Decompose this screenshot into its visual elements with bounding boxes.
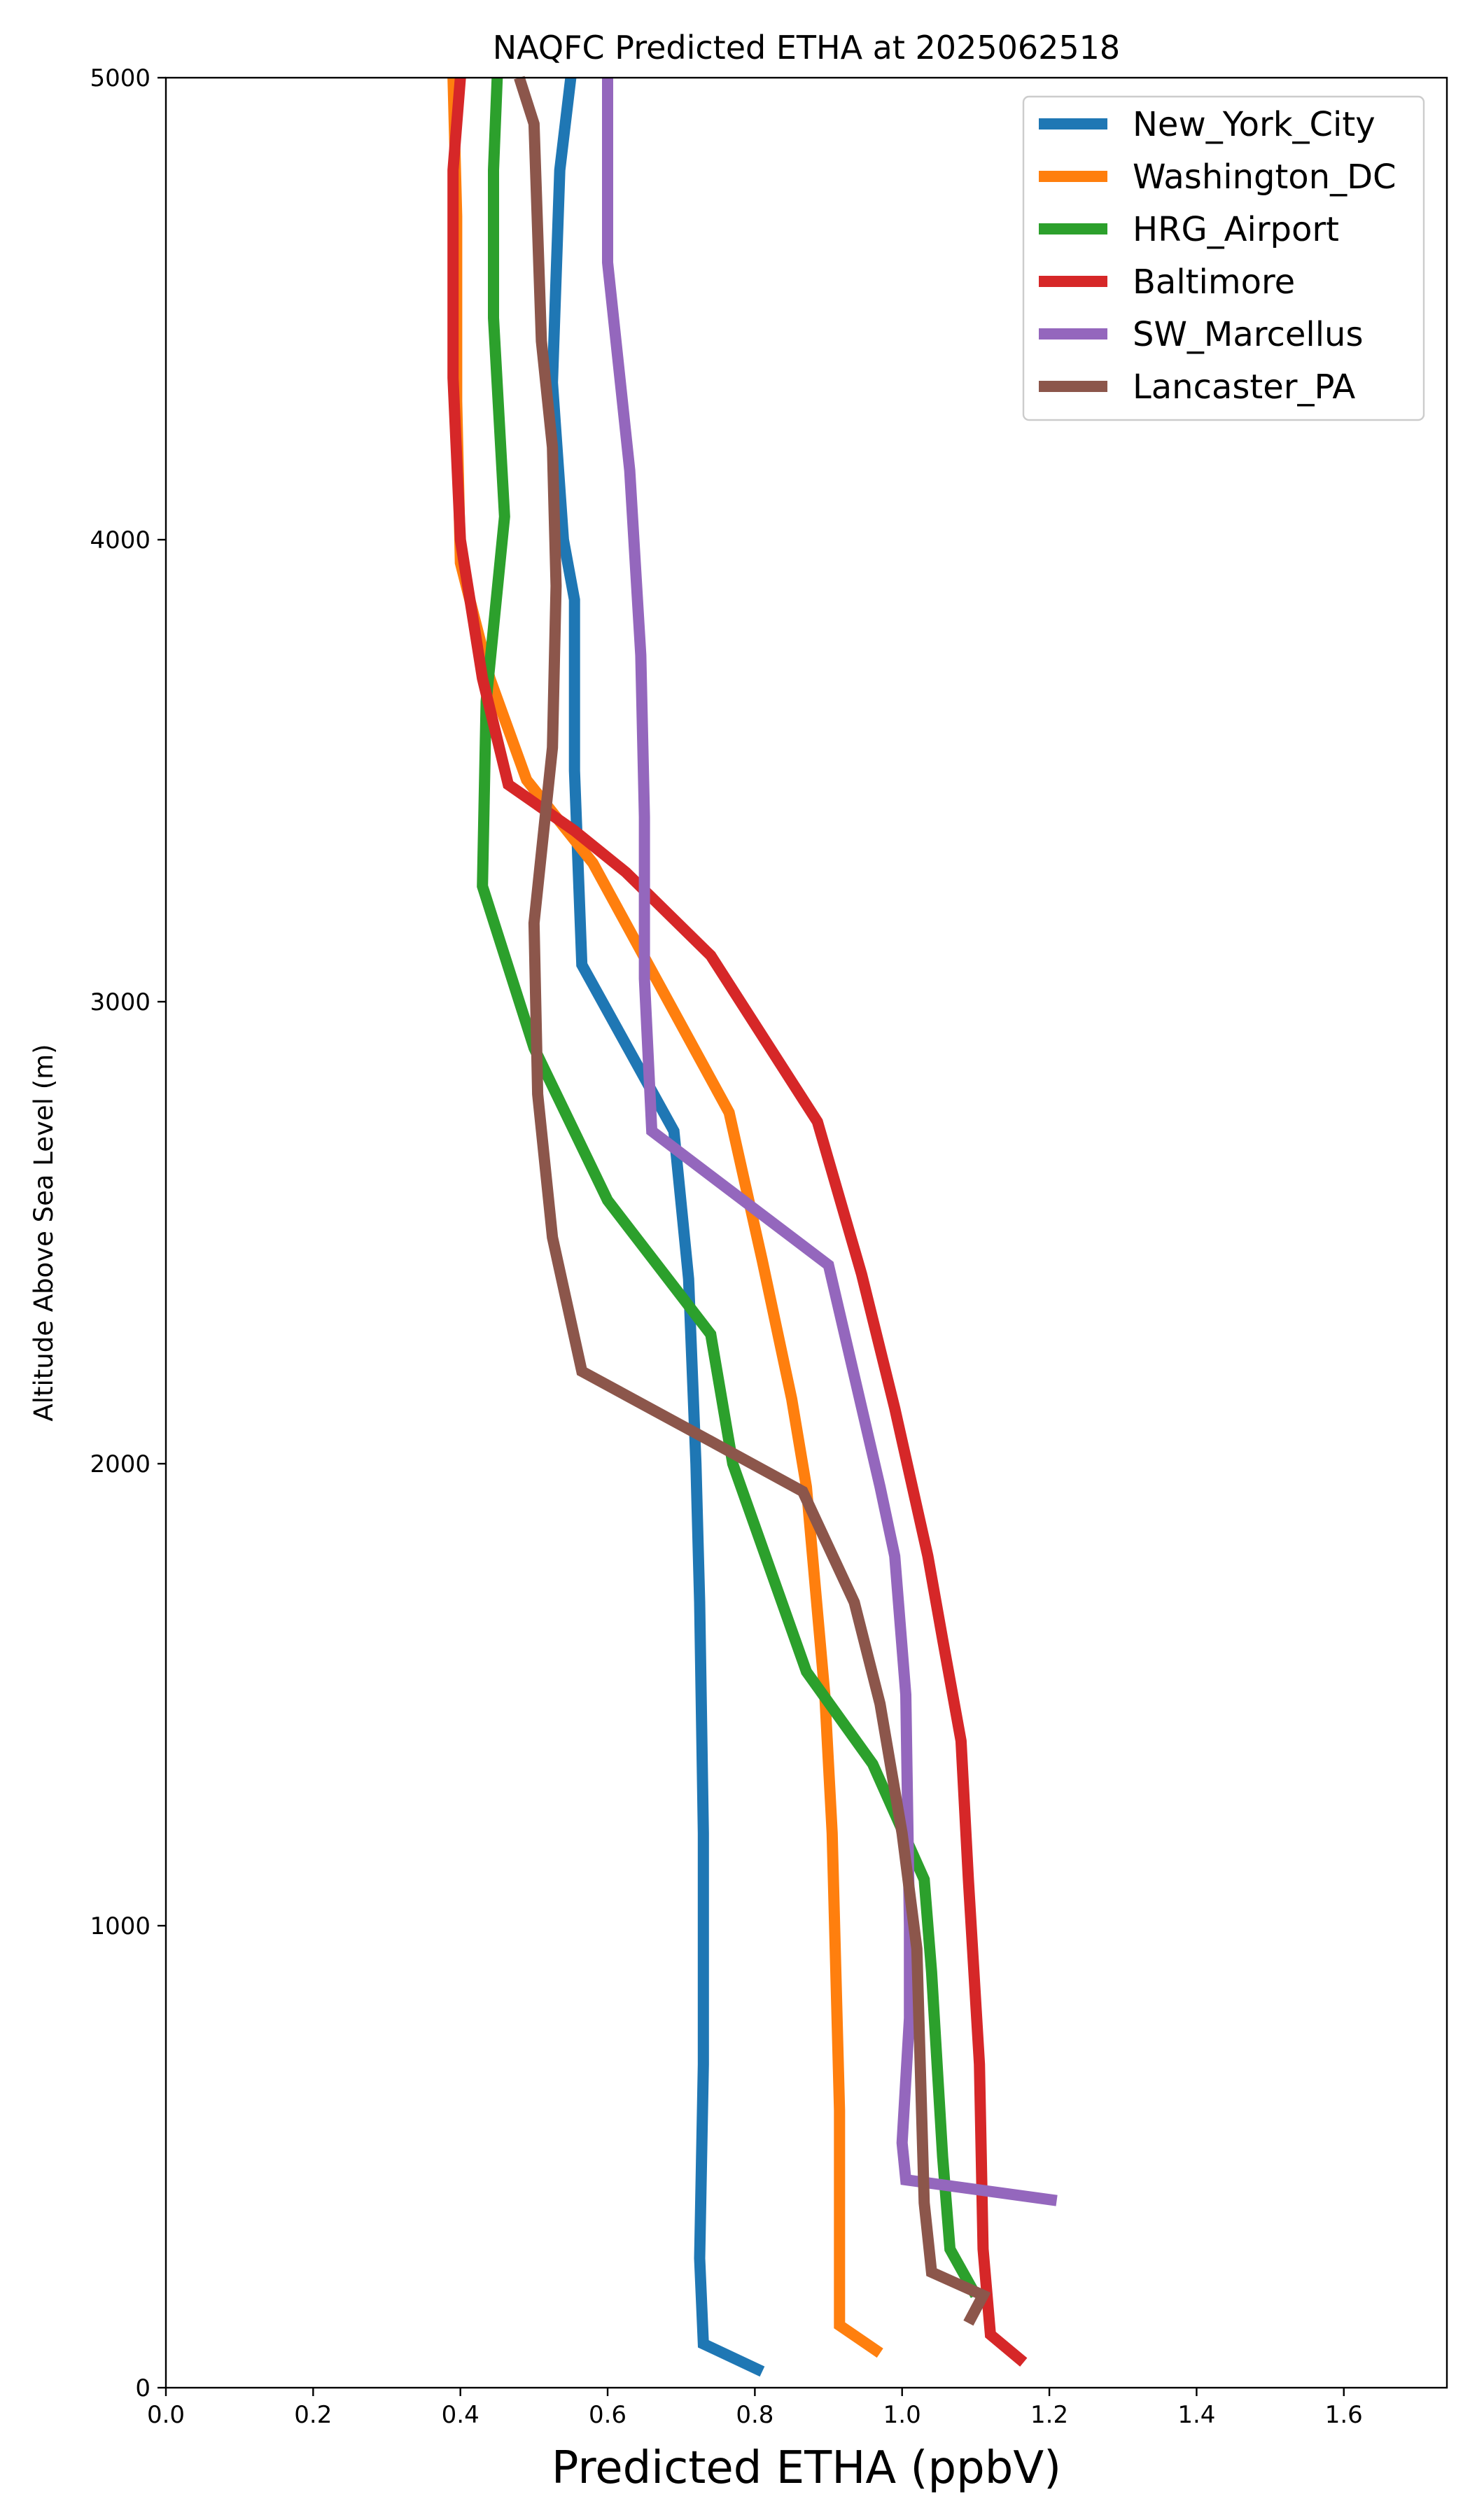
legend: New_York_City Washington_DC HRG_Airport Bal… (1022, 95, 1425, 421)
plot-series (447, 76, 1058, 2377)
legend-label: Washington_DC (1133, 158, 1396, 197)
legend-label: Lancaster_PA (1133, 368, 1355, 407)
y-tick-label: 4000 (90, 526, 150, 554)
legend-label: New_York_City (1133, 105, 1376, 144)
legend-label: HRG_Airport (1133, 210, 1339, 249)
y-tick-label: 2000 (90, 1450, 150, 1478)
y-axis-ticks: 0 1000 2000 3000 4000 5000 (90, 64, 166, 2402)
y-tick-label: 0 (135, 2374, 150, 2402)
series-line-baltimore (447, 77, 1028, 2367)
legend-entries: New_York_City Washington_DC HRG_Airport Bal… (1039, 105, 1396, 407)
x-tick-label: 1.4 (1177, 2401, 1215, 2429)
x-tick-label: 0.2 (294, 2401, 332, 2429)
x-tick-label: 1.6 (1325, 2401, 1363, 2429)
legend-box (1022, 95, 1425, 421)
x-tick-label: 0.6 (589, 2401, 626, 2429)
legend-label: SW_Marcellus (1133, 315, 1363, 354)
legend-label: Baltimore (1133, 262, 1295, 302)
x-tick-label: 1.0 (883, 2401, 921, 2429)
series-line-hrg-airport (477, 77, 981, 2298)
x-tick-label: 0.8 (736, 2401, 774, 2429)
series-line-lancaster-pa (514, 76, 991, 2326)
x-axis-label: Predicted ETHA (ppbV) (552, 2442, 1061, 2494)
y-axis-label: Altitude Above Sea Level (m) (29, 1044, 59, 1421)
y-tick-label: 1000 (90, 1912, 150, 1940)
y-tick-label: 5000 (90, 64, 150, 92)
x-axis-ticks: 0.0 0.2 0.4 0.6 0.8 1.0 1.2 1.4 1.6 (147, 2388, 1363, 2429)
x-tick-label: 0.0 (147, 2401, 185, 2429)
x-tick-label: 1.2 (1030, 2401, 1068, 2429)
plot-frame (164, 76, 1448, 2389)
chart-title: NAQFC Predicted ETHA at 2025062518 (493, 29, 1120, 66)
series-line-sw-marcellus (602, 78, 1058, 2206)
x-tick-label: 0.4 (442, 2401, 479, 2429)
y-tick-label: 3000 (90, 988, 150, 1016)
